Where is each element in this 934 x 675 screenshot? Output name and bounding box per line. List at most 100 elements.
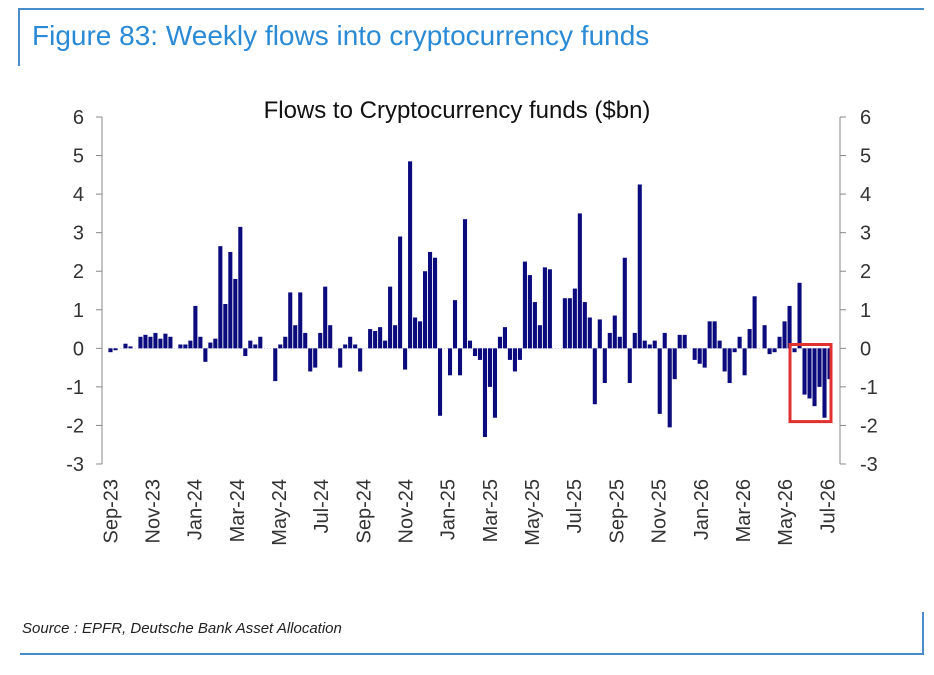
flow-bar xyxy=(742,348,747,376)
flow-bar xyxy=(547,269,552,349)
y-tick-label-right: 1 xyxy=(860,300,871,322)
flow-bar xyxy=(303,332,308,349)
flow-bar xyxy=(717,340,722,349)
y-tick-label-left: 1 xyxy=(73,300,84,322)
flow-bar xyxy=(737,336,742,349)
x-tick-label: May-25 xyxy=(522,479,544,546)
flow-bar xyxy=(273,348,278,382)
flow-bar xyxy=(507,348,512,360)
flow-bar xyxy=(343,344,348,349)
chart-axes xyxy=(96,116,846,465)
flow-bar xyxy=(138,336,143,349)
y-tick-label-left: -2 xyxy=(66,415,84,437)
y-tick-label-left: 2 xyxy=(73,261,84,283)
flow-bar xyxy=(143,334,148,349)
flow-bar xyxy=(388,286,393,349)
x-tick-label: Jul-26 xyxy=(817,479,839,533)
frame-top-rule xyxy=(18,8,924,10)
flow-bar xyxy=(822,348,827,418)
highlight-box xyxy=(788,343,833,424)
y-tick-label-left: 0 xyxy=(73,338,84,360)
flow-bar xyxy=(168,336,173,349)
flow-bar xyxy=(542,267,547,349)
flow-bar xyxy=(318,332,323,349)
y-tick-label-left: 6 xyxy=(73,107,84,129)
x-tick-label: Jan-25 xyxy=(438,479,460,540)
flow-bar xyxy=(592,348,597,405)
flow-bar xyxy=(722,348,727,372)
x-tick-label: Mar-26 xyxy=(733,479,755,542)
flow-bar xyxy=(657,348,662,414)
flow-bar xyxy=(627,348,632,384)
flow-bar xyxy=(113,348,118,351)
x-tick-label: Sep-24 xyxy=(353,479,375,544)
flow-bar xyxy=(562,298,567,349)
y-tick-label-left: 3 xyxy=(73,223,84,245)
figure-title: Figure 83: Weekly flows into cryptocurre… xyxy=(32,20,650,51)
y-axis-right-labels: -3 -2 -1 0 1 2 3 4 5 6 xyxy=(860,107,878,476)
flow-bar xyxy=(288,292,293,349)
x-tick-label: Sep-23 xyxy=(100,479,122,544)
flow-bar xyxy=(677,334,682,349)
flow-bar xyxy=(373,330,378,349)
flow-bar xyxy=(378,327,383,349)
flow-bar xyxy=(408,161,413,349)
y-tick-label-left: 5 xyxy=(73,146,84,168)
flow-bar xyxy=(497,336,502,349)
y-tick-label-right: -1 xyxy=(860,377,878,399)
flow-bar xyxy=(153,332,158,349)
flow-bar xyxy=(792,348,797,353)
flow-bar xyxy=(612,315,617,349)
flow-bar xyxy=(752,296,757,349)
flow-bar xyxy=(532,302,537,349)
flow-bar xyxy=(587,317,592,349)
flow-bar xyxy=(258,336,263,349)
chart-title: Flows to Cryptocurrency funds ($bn) xyxy=(264,97,651,124)
flow-bar xyxy=(492,348,498,418)
flow-bar xyxy=(482,348,488,438)
flow-bar xyxy=(398,236,403,349)
flow-bar xyxy=(308,348,313,372)
flow-bar xyxy=(797,282,802,349)
flow-bar xyxy=(727,348,732,384)
flow-bar xyxy=(233,278,238,349)
flow-bar xyxy=(193,305,198,349)
flow-bar xyxy=(213,338,218,349)
flow-bar xyxy=(567,298,572,349)
flow-bar xyxy=(637,184,642,349)
y-tick-label-right: 4 xyxy=(860,184,871,206)
y-tick-label-right: 5 xyxy=(860,146,871,168)
flow-bar xyxy=(368,329,373,349)
flow-bar xyxy=(732,348,737,353)
y-tick-label-left: -1 xyxy=(66,377,84,399)
flow-bar xyxy=(323,286,328,349)
flow-bar xyxy=(253,344,258,349)
flow-bar xyxy=(762,325,767,349)
flow-bar xyxy=(457,348,463,376)
flow-bar xyxy=(652,340,657,349)
flow-bar xyxy=(662,332,667,349)
flow-bar xyxy=(198,336,203,349)
frame-bottom-rule xyxy=(20,653,924,655)
flow-bar xyxy=(403,348,408,370)
source-note: Source : EPFR, Deutsche Bank Asset Alloc… xyxy=(22,620,342,637)
flow-bar xyxy=(428,251,433,349)
x-tick-label: Jul-25 xyxy=(564,479,586,533)
flow-bar xyxy=(747,329,752,349)
flow-bar xyxy=(447,348,453,376)
flow-bar xyxy=(607,332,612,349)
flow-bar xyxy=(467,340,473,349)
flow-bar xyxy=(782,321,787,349)
chart-highlight xyxy=(788,343,833,424)
y-tick-label-right: 3 xyxy=(860,223,871,245)
flow-bar xyxy=(423,271,428,349)
flow-bar xyxy=(577,213,582,349)
flow-bar xyxy=(163,333,168,349)
chart-bars xyxy=(108,161,832,438)
flow-bar xyxy=(243,348,248,357)
flow-bar xyxy=(108,348,113,353)
y-axis-left-labels: -3 -2 -1 0 1 2 3 4 5 6 xyxy=(66,107,84,476)
flow-bar xyxy=(512,348,517,372)
x-tick-label: Nov-24 xyxy=(396,479,418,543)
flow-bar xyxy=(413,317,418,349)
